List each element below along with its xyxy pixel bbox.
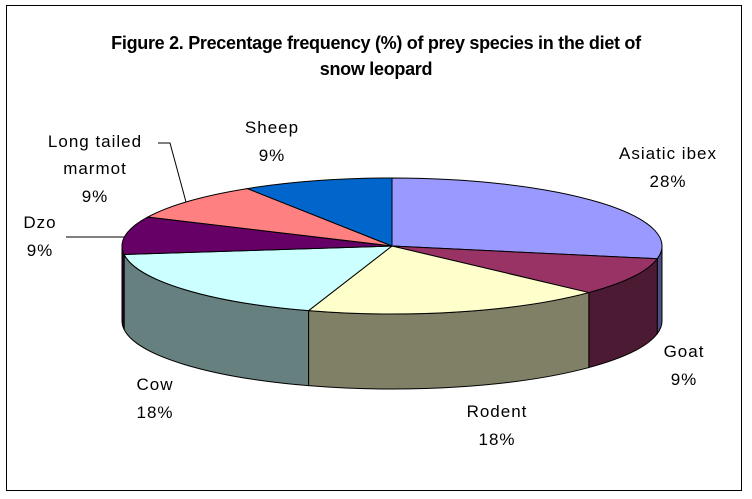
slice-label: Sheep: [244, 118, 300, 137]
slice-side: [656, 245, 663, 336]
leader-line: [158, 142, 187, 203]
slice-value-label: 28%: [649, 172, 687, 191]
slice: [245, 177, 393, 247]
slice-value-label: 18%: [136, 403, 174, 422]
chart-frame: [6, 5, 742, 491]
slice-label: Goat: [663, 342, 705, 361]
slice-side: [121, 245, 125, 330]
slice: [121, 216, 393, 256]
slice-value-label: 9%: [26, 241, 54, 260]
slice: [391, 245, 659, 294]
slice-label: Rodent: [466, 402, 528, 421]
slice-label: Cow: [136, 375, 174, 394]
slice-label: Dzo: [23, 213, 57, 232]
slice-value-label: 9%: [670, 370, 698, 389]
slice-value-label: 9%: [258, 146, 286, 165]
slice-value-label: 18%: [478, 430, 516, 449]
slice: [307, 245, 589, 315]
chart-title: Figure 2. Precentage frequency (%) of pr…: [111, 33, 641, 79]
slice: [146, 188, 393, 247]
slice-label: Long tailed marmot: [47, 132, 143, 178]
slice: [391, 177, 663, 260]
slice-label: Asiatic ibex: [619, 144, 717, 163]
slice: [123, 245, 394, 312]
slice-value-label: 9%: [81, 187, 109, 206]
